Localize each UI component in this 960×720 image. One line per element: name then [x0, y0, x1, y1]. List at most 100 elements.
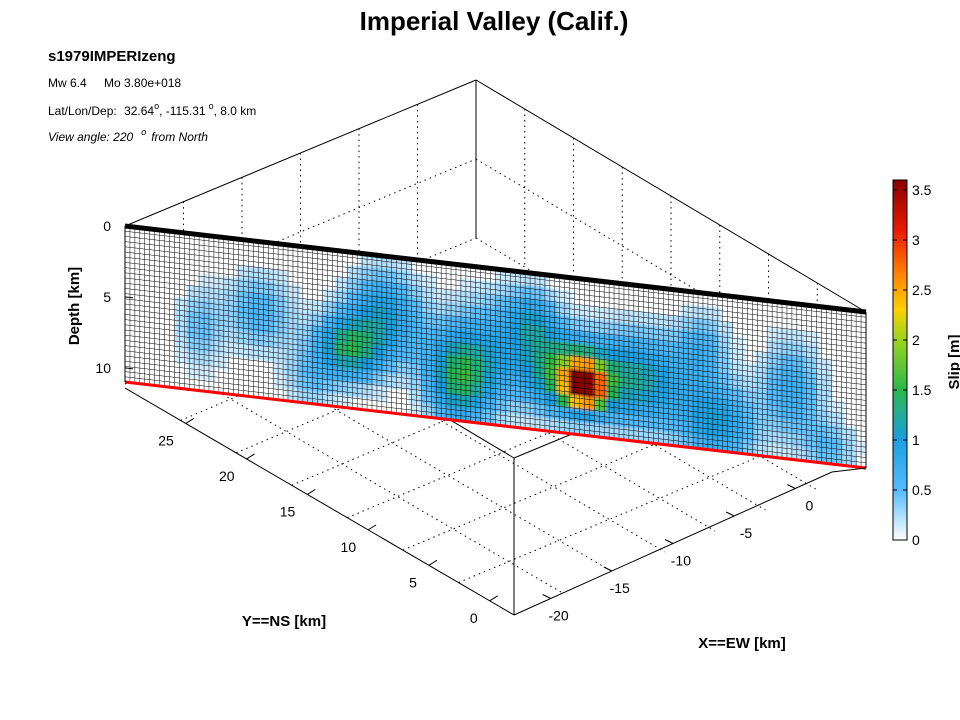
depth-value: 8.0 km: [220, 104, 256, 118]
slip-cell: [619, 387, 635, 404]
slip-cell: [619, 413, 635, 430]
slip-cell: [816, 436, 832, 453]
slip-cell: [347, 303, 363, 321]
slip-cell: [273, 295, 289, 312]
slip-cell: [223, 289, 240, 306]
slip-cell: [668, 419, 684, 436]
x-tick-label: -10: [671, 553, 691, 569]
mesh-line-strike: [125, 340, 866, 427]
depth-axis-label: Depth [km]: [66, 267, 83, 345]
box-edge-bottom-right: [831, 467, 867, 473]
y-tick-mark: [307, 488, 316, 495]
back-grid-horizontal: [475, 158, 867, 392]
floor-grid: [275, 323, 666, 553]
slip-cell: [322, 378, 338, 396]
x-tick-mark: [542, 594, 551, 599]
slip-cell: [199, 312, 215, 329]
slip-cell: [569, 329, 585, 346]
mesh-line-strike: [125, 345, 866, 432]
y-tick-mark: [428, 559, 438, 566]
slip-cell: [767, 378, 783, 395]
slip-cell: [643, 364, 660, 381]
slip-cell: [668, 341, 684, 358]
latitude-value: 32.64: [124, 104, 154, 118]
slip-cell: [421, 286, 437, 303]
mesh-line-strike: [125, 251, 866, 339]
mesh-line-strike: [125, 314, 866, 401]
slip-cell: [594, 306, 610, 323]
slip-cell: [569, 407, 585, 424]
slip-cell: [470, 318, 487, 335]
slip-cell: [446, 341, 462, 358]
slip-cell: [767, 404, 783, 421]
fault-top-edge: [124, 223, 867, 315]
x-axis-label: X==EW [km]: [698, 635, 786, 652]
slip-cell: [742, 401, 758, 419]
slip-cell: [470, 292, 487, 309]
slip-cell: [569, 381, 585, 398]
mesh-line-strike: [125, 376, 866, 464]
slip-cell: [199, 364, 215, 381]
slip-cell: [372, 254, 388, 272]
slip-cell: [297, 298, 314, 315]
slip-cell: [446, 367, 462, 384]
slip-cell: [421, 312, 437, 329]
view-angle-suffix: from North: [151, 130, 208, 144]
fault-plane: [124, 223, 867, 470]
slip-cell: [446, 393, 462, 410]
mesh-line-strike: [125, 308, 866, 396]
slip-cell: [767, 430, 783, 447]
y-tick-label: 25: [158, 432, 174, 448]
y-axis-label: Y==NS [km]: [242, 613, 326, 630]
slip-cell: [495, 347, 511, 364]
y-axis-ticks: 0 5 10 15 20 25: [158, 418, 498, 626]
slip-cell: [619, 309, 635, 326]
slip-cell: [396, 283, 413, 300]
slip-cell: [322, 326, 338, 344]
slip-cell: [372, 332, 388, 350]
depth-axis-ticks: 0 5 10: [95, 218, 134, 376]
slip-cell: [520, 297, 536, 315]
slip-cell: [273, 347, 289, 364]
y-tick-label: 15: [280, 503, 296, 519]
x-tick-label: -15: [610, 580, 630, 596]
slip-cell: [791, 433, 808, 450]
x-tick-mark: [725, 511, 735, 517]
colorbar-tick-label: 2.5: [912, 282, 932, 298]
mesh-line-strike: [125, 277, 866, 365]
slip-cell: [791, 329, 808, 346]
slip-cell: [174, 309, 190, 327]
slip-cell: [544, 300, 561, 318]
slip-cell: [248, 318, 264, 335]
chart-title: Imperial Valley (Calif.): [360, 6, 629, 36]
y-tick-mark: [367, 524, 377, 531]
slip-cell: [520, 323, 536, 341]
y-tick-mark: [489, 595, 498, 602]
mesh-line-strike: [125, 324, 866, 412]
mesh-line-strike: [125, 366, 866, 453]
mesh-line-strike: [125, 236, 866, 323]
longitude-value: -115.31: [166, 104, 206, 118]
slip-cell: [544, 352, 561, 370]
colorbar: 0 0.5 1 1.5 2 2.5 3 3.5 Slip [m]: [892, 179, 960, 548]
slip-cell: [199, 338, 215, 355]
slip-cell: [322, 300, 338, 318]
slip-cell: [544, 404, 561, 422]
x-tick-mark: [664, 539, 674, 544]
slip-cell: [791, 407, 808, 424]
depth-tick-mark: [124, 367, 134, 370]
y-tick-mark: [185, 418, 195, 424]
slip-cell: [643, 390, 660, 407]
slip-cell: [223, 315, 240, 332]
slip-cell: [594, 332, 610, 349]
slip-cell: [717, 346, 734, 364]
mesh-line-strike: [125, 282, 866, 370]
slip-cell: [248, 266, 264, 283]
slip-cell: [297, 324, 314, 341]
slip-cell: [767, 352, 783, 369]
slip-cell: [372, 358, 388, 376]
slip-cell: [668, 367, 684, 384]
slip-cell: [495, 399, 511, 416]
slip-cell: [396, 257, 413, 274]
